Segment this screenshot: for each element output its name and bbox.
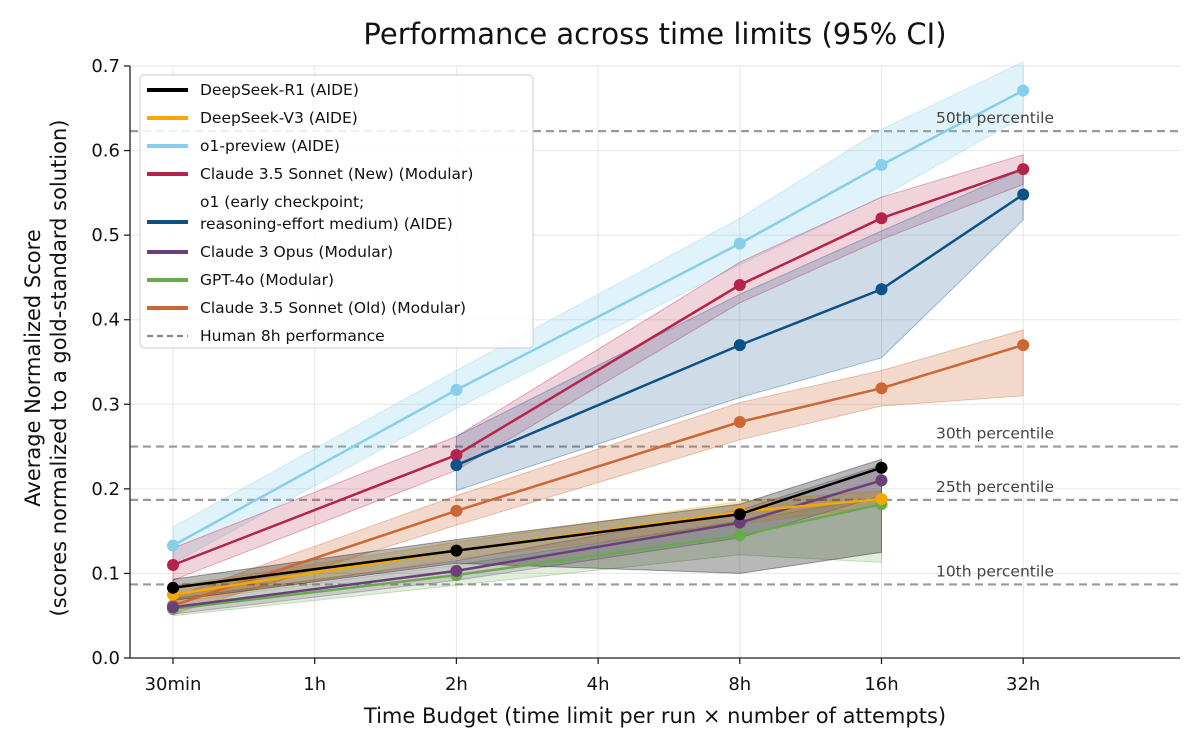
data-point: [167, 558, 179, 571]
data-point: [733, 237, 746, 250]
y-tick-label: 0.2: [91, 479, 120, 500]
data-point: [733, 416, 746, 429]
y-tick-label: 0.6: [91, 141, 120, 162]
y-axis-label-line1: Average Normalized Score: [21, 229, 45, 507]
legend-label: Human 8h performance: [200, 327, 385, 345]
y-tick-label: 0.4: [91, 310, 120, 331]
legend-label: reasoning-effort medium) (AIDE): [200, 215, 453, 233]
legend-label: DeepSeek-R1 (AIDE): [200, 81, 359, 99]
legend-label: Claude 3.5 Sonnet (Old) (Modular): [200, 299, 466, 317]
percentile-label: 50th percentile: [936, 109, 1054, 127]
y-tick-label: 0.7: [91, 56, 120, 77]
data-point: [875, 461, 888, 474]
data-point: [733, 279, 746, 292]
data-point: [733, 508, 746, 521]
x-tick-label: 30min: [145, 674, 202, 695]
legend-label: GPT-4o (Modular): [200, 271, 334, 289]
data-point: [450, 449, 463, 462]
series-lines: [167, 84, 1030, 615]
x-tick-label: 4h: [587, 674, 610, 695]
percentile-label: 10th percentile: [936, 562, 1054, 580]
x-tick-label: 16h: [864, 674, 898, 695]
data-point: [1017, 339, 1030, 352]
data-point: [450, 564, 463, 577]
y-axis-label-line2: (scores normalized to a gold-standard so…: [47, 120, 71, 617]
y-tick-label: 0.5: [91, 225, 120, 246]
data-point: [733, 516, 746, 529]
legend-label: o1 (early checkpoint;: [200, 193, 364, 211]
series-line: [172, 479, 882, 609]
data-point: [875, 212, 888, 225]
data-point: [167, 601, 179, 614]
axes: 0.0 0.1 0.2 0.3 0.4 0.5 0.6 0.7 30min 1h 2h 4h 8h 16h…: [91, 56, 1180, 695]
data-point: [450, 544, 463, 557]
ci-band: [455, 168, 1024, 492]
data-point: [450, 383, 463, 396]
data-point: [875, 158, 888, 171]
x-tick-label: 32h: [1006, 674, 1040, 695]
ci-band: [172, 329, 1024, 615]
legend-label: DeepSeek-V3 (AIDE): [200, 109, 358, 127]
y-tick-label: 0.3: [91, 394, 120, 415]
series-line: [172, 502, 882, 611]
x-axis-label: Time Budget (time limit per run × number…: [363, 704, 946, 728]
percentile-label: 25th percentile: [936, 478, 1054, 496]
legend-label: Claude 3 Opus (Modular): [200, 243, 393, 261]
legend-box: [139, 74, 534, 349]
data-point: [167, 539, 179, 552]
y-tick-label: 0.1: [91, 563, 120, 584]
ci-band: [172, 496, 882, 617]
data-point: [875, 474, 888, 487]
x-tick-label: 1h: [303, 674, 326, 695]
y-tick-label: 0.0: [91, 648, 120, 669]
x-tick-label: 2h: [445, 674, 468, 695]
data-point: [450, 504, 463, 517]
data-point: [875, 493, 888, 506]
data-point: [733, 529, 746, 542]
ci-band: [172, 154, 1024, 581]
data-point: [875, 382, 888, 395]
legend: DeepSeek-R1 (AIDE) DeepSeek-V3 (AIDE) o1-p…: [139, 74, 534, 349]
series-line: [172, 466, 882, 590]
series-line: [455, 193, 1024, 467]
data-point: [1017, 84, 1030, 97]
chart-title: Performance across time limits (95% CI): [363, 17, 946, 51]
percentile-labels: 10th percentile 25th percentile 30th perce…: [936, 109, 1054, 580]
data-point: [167, 581, 179, 594]
percentile-label: 30th percentile: [936, 425, 1054, 443]
ci-band: [172, 61, 1024, 565]
data-point: [450, 459, 463, 472]
data-point: [733, 339, 746, 352]
data-point: [1017, 163, 1030, 176]
data-point: [875, 283, 888, 296]
data-point: [1017, 188, 1030, 201]
x-tick-label: 8h: [728, 674, 751, 695]
legend-label: Claude 3.5 Sonnet (New) (Modular): [200, 165, 473, 183]
legend-label: o1-preview (AIDE): [200, 137, 340, 155]
